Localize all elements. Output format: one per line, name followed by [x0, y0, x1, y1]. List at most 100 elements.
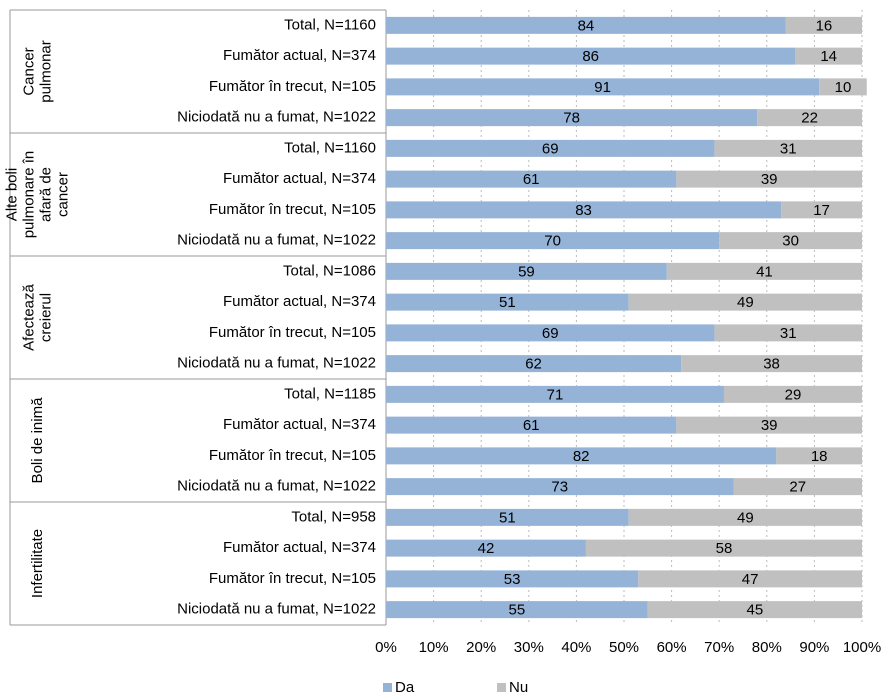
value-label: 84 [578, 17, 595, 34]
group-label: Alte boli pulmonare în afară de cancer [3, 151, 71, 239]
group-label-line: cancer [54, 172, 71, 217]
x-tick-label: 50% [609, 639, 639, 656]
bar-segment [386, 109, 758, 127]
category-label: Niciodată nu a fumat, N=1022 [177, 601, 376, 618]
bar-segment [386, 262, 667, 280]
value-label: 45 [747, 602, 764, 619]
value-label: 49 [737, 509, 754, 526]
bar-segment [681, 355, 862, 373]
value-label: 17 [813, 202, 830, 219]
x-tick-label: 80% [752, 639, 782, 656]
x-tick-label: 70% [704, 639, 734, 656]
bar-segment [628, 293, 862, 311]
category-label: Fumător în trecut, N=105 [209, 78, 376, 95]
x-tick-label: 100% [843, 639, 881, 656]
group-label-line: creierul [37, 293, 54, 342]
group-label: Infertilitate [29, 529, 46, 598]
legend-label: Da [395, 679, 415, 695]
legend-swatch [383, 683, 392, 692]
x-tick-label: 60% [657, 639, 687, 656]
bar-segment [785, 16, 862, 34]
category-label: Total, N=1160 [284, 139, 376, 156]
bar-segment [386, 355, 682, 373]
bar-segment [386, 201, 782, 219]
value-label: 38 [763, 356, 780, 373]
value-label: 16 [816, 17, 833, 34]
category-label: Fumător în trecut, N=105 [209, 201, 376, 218]
group-label: Afectează creierul [20, 283, 54, 350]
bar-segment [733, 478, 862, 496]
bar-segment [723, 385, 862, 403]
bar-segment [386, 232, 720, 250]
bar-segment [638, 570, 862, 588]
value-label: 39 [761, 171, 778, 188]
bar-segment [386, 416, 677, 434]
legend-label: Nu [509, 679, 528, 695]
value-label: 49 [737, 294, 754, 311]
value-label: 70 [544, 233, 561, 250]
category-label: Fumător în trecut, N=105 [209, 447, 376, 464]
value-label: 78 [563, 110, 580, 127]
value-label: 86 [582, 48, 599, 65]
bar-segment [666, 262, 862, 280]
value-label: 73 [551, 479, 568, 496]
x-tick-label: 20% [466, 639, 496, 656]
category-label: Fumător actual, N=374 [223, 47, 376, 64]
value-label: 71 [547, 386, 564, 403]
bar-segment [647, 601, 862, 619]
bar-segment [386, 293, 629, 311]
value-label: 39 [761, 417, 778, 434]
value-label: 31 [780, 140, 797, 157]
group-label-line: pulmonare în [20, 151, 37, 239]
value-label: 10 [835, 79, 852, 96]
group-label-line: Alte boli [3, 168, 20, 221]
category-label: Total, N=958 [291, 508, 376, 525]
value-label: 61 [523, 171, 540, 188]
category-label: Fumător actual, N=374 [223, 170, 376, 187]
x-tick-label: 0% [375, 639, 397, 656]
bar-segment [386, 508, 629, 526]
bar-segment [386, 170, 677, 188]
category-label: Fumător actual, N=374 [223, 416, 376, 433]
bar-segment [386, 570, 639, 588]
category-label: Niciodată nu a fumat, N=1022 [177, 109, 376, 126]
value-label: 41 [756, 263, 773, 280]
group-label-line: Infertilitate [29, 529, 46, 598]
category-label: Niciodată nu a fumat, N=1022 [177, 355, 376, 372]
value-label: 61 [523, 417, 540, 434]
group-label: Boli de inimă [29, 397, 46, 484]
bar-segment [386, 324, 715, 342]
value-label: 31 [780, 325, 797, 342]
x-tick-label: 40% [561, 639, 591, 656]
x-tick-label: 30% [514, 639, 544, 656]
value-label: 51 [499, 294, 516, 311]
bar-segment [386, 478, 734, 496]
category-label: Total, N=1185 [284, 385, 376, 402]
value-label: 47 [742, 571, 759, 588]
bar-segment [386, 539, 586, 557]
bar-segment [781, 201, 862, 219]
x-tick-label: 90% [799, 639, 829, 656]
value-label: 29 [785, 386, 802, 403]
group-label-line: afară de [37, 167, 54, 222]
bar-segment [714, 324, 862, 342]
bar-segment [386, 47, 796, 65]
bar-segment [676, 170, 862, 188]
group-label-line: Cancer [20, 47, 37, 95]
bar-segment [776, 447, 862, 465]
group-label-line: pulmonar [37, 40, 54, 103]
value-label: 14 [820, 48, 837, 65]
value-label: 62 [525, 356, 542, 373]
category-label: Niciodată nu a fumat, N=1022 [177, 478, 376, 495]
bar-segment [386, 139, 715, 157]
value-label: 18 [811, 448, 828, 465]
bar-segment [628, 508, 862, 526]
group-label: Cancer pulmonar [20, 40, 54, 103]
group-label-line: Boli de inimă [29, 397, 46, 484]
bar-segment [386, 385, 724, 403]
x-tick-label: 10% [419, 639, 449, 656]
value-label: 59 [518, 263, 535, 280]
bar-segment [819, 78, 867, 96]
value-label: 53 [504, 571, 521, 588]
bar-segment [795, 47, 862, 65]
